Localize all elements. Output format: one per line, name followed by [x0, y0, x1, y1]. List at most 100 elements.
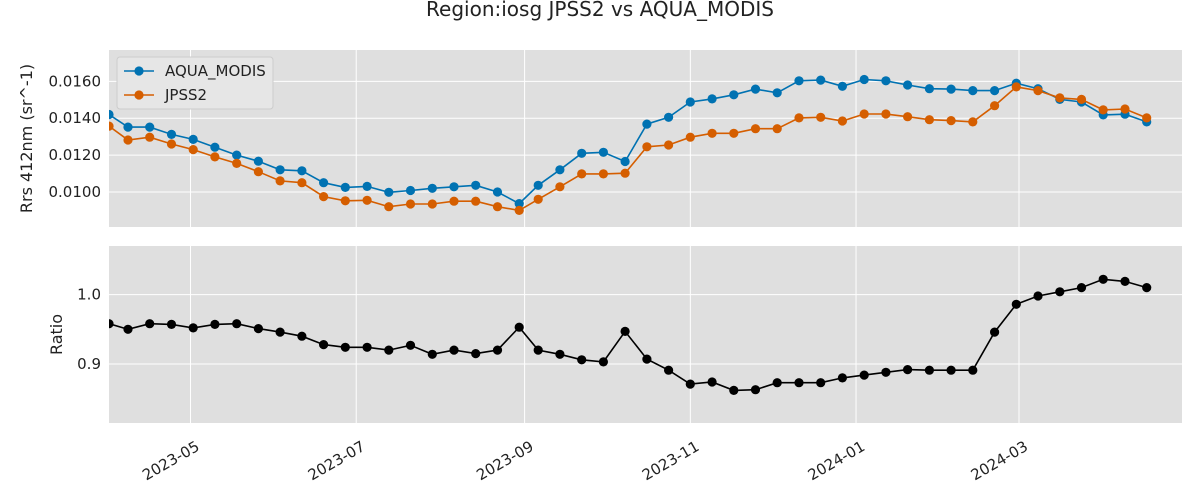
data-point [427, 349, 437, 359]
data-point [729, 385, 739, 395]
data-point [123, 122, 133, 132]
data-point [514, 205, 524, 215]
data-point [362, 342, 372, 352]
data-point [990, 327, 1000, 337]
data-point [449, 182, 459, 192]
ratio-panel: 0.9 1.0 Ratio [47, 246, 1182, 423]
legend-label: AQUA_MODIS [165, 62, 266, 81]
y-tick-label: 0.0100 [49, 183, 102, 201]
data-point [1076, 283, 1087, 293]
data-point [707, 377, 717, 387]
data-point [707, 94, 717, 104]
legend-marker [134, 66, 144, 76]
data-point [275, 176, 285, 186]
data-point [664, 112, 674, 122]
data-point [405, 185, 416, 196]
data-point [166, 319, 177, 329]
data-point [642, 354, 652, 364]
legend-box [116, 56, 274, 110]
data-point [232, 158, 242, 168]
data-point [772, 124, 782, 134]
data-point [384, 187, 394, 197]
data-point [1055, 93, 1065, 103]
data-point [729, 128, 739, 138]
data-point [794, 113, 804, 123]
data-point [514, 199, 524, 209]
data-point [188, 134, 198, 144]
data-point [492, 345, 503, 355]
data-point [990, 101, 1000, 111]
data-point [533, 180, 543, 190]
data-point [340, 196, 350, 206]
chart-title: Region:iosg JPSS2 vs AQUA_MODIS [426, 0, 774, 21]
data-point [427, 183, 437, 193]
data-point [924, 115, 935, 125]
data-point [620, 326, 630, 336]
x-tick-label: 2023-07 [305, 437, 368, 484]
data-point [903, 112, 913, 122]
data-point [881, 109, 891, 119]
data-point [319, 192, 329, 202]
data-point [924, 365, 935, 375]
data-point [1120, 276, 1130, 286]
data-point [449, 345, 459, 355]
data-point [794, 378, 804, 388]
data-point [729, 90, 739, 100]
data-point [1033, 86, 1043, 96]
data-point [946, 84, 956, 94]
data-point [1142, 283, 1152, 293]
data-point [968, 117, 978, 127]
data-point [1055, 287, 1065, 297]
data-point [1142, 113, 1152, 123]
data-point [555, 349, 565, 359]
data-point [837, 81, 848, 91]
plot-background [109, 246, 1182, 423]
data-point [685, 132, 695, 142]
data-point [145, 122, 155, 132]
series-group [109, 274, 1152, 395]
data-point [362, 181, 372, 191]
data-point [881, 76, 891, 86]
data-point [685, 379, 695, 389]
data-point [620, 168, 630, 178]
data-point [968, 365, 978, 375]
data-point [1120, 104, 1130, 114]
data-point [275, 327, 285, 337]
data-point [533, 345, 543, 355]
data-point [109, 121, 114, 131]
data-point [319, 178, 329, 188]
data-point [166, 129, 177, 139]
y-axis-label: Ratio [47, 314, 66, 355]
rrs-panel: 0.0100 0.0120 0.0140 0.0160 Rrs 412nm (sr^-1… [17, 50, 1182, 227]
data-point [990, 86, 1000, 96]
data-point [598, 147, 609, 157]
data-point [555, 165, 565, 175]
data-point [598, 357, 609, 367]
data-point [903, 365, 913, 375]
data-point [340, 342, 350, 352]
data-point [859, 74, 869, 85]
data-point [1011, 82, 1021, 92]
data-point [750, 385, 761, 395]
data-point [514, 322, 524, 332]
legend: AQUA_MODIS JPSS2 [116, 56, 274, 110]
data-point [232, 150, 242, 160]
data-point [319, 340, 329, 350]
data-point [210, 319, 220, 329]
data-point [188, 323, 198, 333]
data-point [492, 187, 503, 197]
data-point [750, 84, 761, 94]
legend-marker [134, 90, 144, 100]
data-point [577, 169, 587, 179]
data-point [109, 109, 114, 120]
data-point [772, 88, 782, 98]
data-point [188, 145, 198, 155]
data-point [340, 182, 350, 192]
y-tick-label: 0.0140 [49, 109, 102, 127]
legend-label: JPSS2 [164, 86, 207, 104]
data-point [297, 331, 307, 341]
data-point [685, 97, 695, 107]
data-point [123, 324, 133, 334]
data-point [109, 319, 114, 329]
